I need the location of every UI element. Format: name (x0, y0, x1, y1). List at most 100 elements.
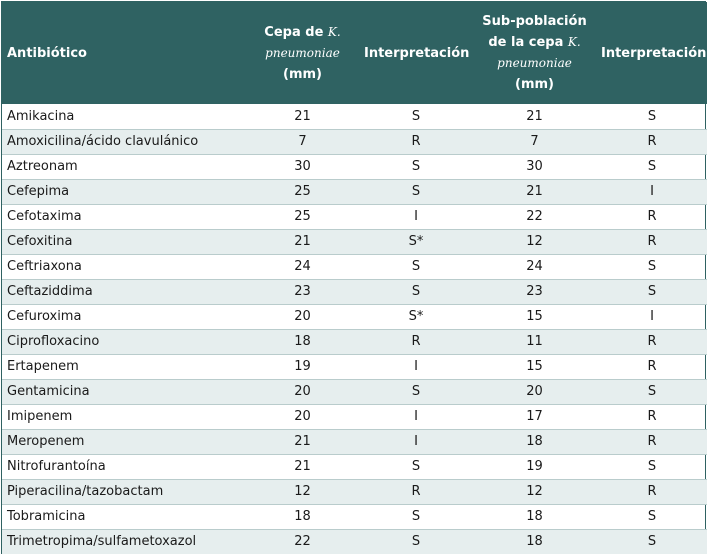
header-strain-unit: (mm) (283, 66, 322, 82)
cell-subpopulation-interpretation: S (597, 279, 707, 305)
cell-subpopulation-mm: 18 (472, 529, 597, 554)
cell-subpopulation-interpretation: S (597, 254, 707, 280)
table-row: Amoxicilina/ácido clavulánico 7 R 7 R (2, 129, 707, 155)
cell-strain-interpretation: S (360, 529, 472, 554)
cell-antibiotic: Cefepima (2, 179, 245, 205)
cell-subpopulation-interpretation: R (597, 404, 707, 430)
header-sub-line2: de la cepa K. (476, 32, 593, 53)
table-header: Antibiótico Cepa de K. pneumoniae (mm) I… (2, 2, 707, 104)
cell-strain-interpretation: S (360, 104, 472, 130)
table-row: Piperacilina/tazobactam 12 R 12 R (2, 479, 707, 505)
cell-antibiotic: Imipenem (2, 404, 245, 430)
cell-antibiotic: Amoxicilina/ácido clavulánico (2, 129, 245, 155)
cell-subpopulation-mm: 21 (472, 179, 597, 205)
cell-antibiotic: Nitrofurantoína (2, 454, 245, 480)
cell-strain-interpretation: S (360, 154, 472, 180)
cell-subpopulation-mm: 30 (472, 154, 597, 180)
header-row: Antibiótico Cepa de K. pneumoniae (mm) I… (2, 2, 707, 104)
cell-strain-mm: 21 (245, 104, 360, 130)
cell-subpopulation-interpretation: R (597, 229, 707, 255)
cell-strain-mm: 7 (245, 129, 360, 155)
cell-strain-interpretation: R (360, 329, 472, 355)
cell-antibiotic: Ceftriaxona (2, 254, 245, 280)
header-strain-species: pneumoniae (265, 45, 340, 60)
cell-strain-mm: 20 (245, 404, 360, 430)
table-row: Tobramicina 18 S 18 S (2, 504, 707, 530)
cell-subpopulation-interpretation: R (597, 329, 707, 355)
cell-strain-interpretation: S (360, 379, 472, 405)
cell-subpopulation-interpretation: R (597, 429, 707, 455)
cell-strain-mm: 22 (245, 529, 360, 554)
cell-subpopulation-mm: 15 (472, 304, 597, 330)
cell-strain-mm: 18 (245, 329, 360, 355)
cell-strain-mm: 25 (245, 179, 360, 205)
header-strain-genus: K. (327, 24, 341, 39)
cell-subpopulation-mm: 20 (472, 379, 597, 405)
cell-subpopulation-interpretation: I (597, 179, 707, 205)
cell-subpopulation-interpretation: I (597, 304, 707, 330)
cell-antibiotic: Tobramicina (2, 504, 245, 530)
cell-strain-interpretation: S (360, 454, 472, 480)
cell-strain-interpretation: S* (360, 304, 472, 330)
cell-antibiotic: Ciprofloxacino (2, 329, 245, 355)
cell-subpopulation-mm: 23 (472, 279, 597, 305)
header-subpopulation-mm: Sub-población de la cepa K. pneumoniae (… (472, 2, 597, 104)
cell-subpopulation-mm: 22 (472, 204, 597, 230)
cell-subpopulation-interpretation: S (597, 154, 707, 180)
cell-strain-mm: 20 (245, 304, 360, 330)
cell-antibiotic: Gentamicina (2, 379, 245, 405)
cell-strain-interpretation: S (360, 179, 472, 205)
cell-subpopulation-interpretation: S (597, 379, 707, 405)
cell-strain-interpretation: I (360, 204, 472, 230)
cell-strain-mm: 30 (245, 154, 360, 180)
cell-strain-mm: 21 (245, 229, 360, 255)
cell-subpopulation-mm: 18 (472, 429, 597, 455)
table-row: Trimetropima/sulfametoxazol 22 S 18 S (2, 529, 707, 554)
cell-subpopulation-interpretation: R (597, 479, 707, 505)
table-row: Ertapenem 19 I 15 R (2, 354, 707, 380)
cell-strain-interpretation: S (360, 254, 472, 280)
table-row: Cefoxitina 21 S* 12 R (2, 229, 707, 255)
cell-antibiotic: Piperacilina/tazobactam (2, 479, 245, 505)
cell-subpopulation-mm: 12 (472, 229, 597, 255)
cell-antibiotic: Ceftaziddima (2, 279, 245, 305)
header-sub-pre: de la cepa (488, 35, 568, 50)
cell-strain-interpretation: S (360, 279, 472, 305)
header-strain-mm: Cepa de K. pneumoniae (mm) (245, 2, 360, 104)
cell-subpopulation-interpretation: S (597, 529, 707, 554)
cell-subpopulation-mm: 21 (472, 104, 597, 130)
cell-subpopulation-mm: 11 (472, 329, 597, 355)
table-row: Ciprofloxacino 18 R 11 R (2, 329, 707, 355)
cell-strain-mm: 25 (245, 204, 360, 230)
cell-strain-interpretation: R (360, 479, 472, 505)
cell-subpopulation-mm: 15 (472, 354, 597, 380)
header-interpretation-1: Interpretación (360, 2, 472, 104)
header-sub-unit: (mm) (515, 77, 554, 92)
table-row: Gentamicina 20 S 20 S (2, 379, 707, 405)
header-antibiotic: Antibiótico (2, 2, 245, 104)
cell-strain-interpretation: I (360, 354, 472, 380)
table-row: Imipenem 20 I 17 R (2, 404, 707, 430)
cell-subpopulation-mm: 19 (472, 454, 597, 480)
table-row: Cefepima 25 S 21 I (2, 179, 707, 205)
table-row: Nitrofurantoína 21 S 19 S (2, 454, 707, 480)
cell-antibiotic: Ertapenem (2, 354, 245, 380)
table-row: Aztreonam 30 S 30 S (2, 154, 707, 180)
header-strain-pre: Cepa de (264, 24, 328, 40)
cell-antibiotic: Amikacina (2, 104, 245, 130)
cell-antibiotic: Trimetropima/sulfametoxazol (2, 529, 245, 554)
cell-subpopulation-interpretation: S (597, 504, 707, 530)
table-row: Cefotaxima 25 I 22 R (2, 204, 707, 230)
cell-subpopulation-interpretation: R (597, 354, 707, 380)
header-sub-species: pneumoniae (497, 56, 572, 70)
cell-antibiotic: Meropenem (2, 429, 245, 455)
cell-strain-mm: 20 (245, 379, 360, 405)
cell-subpopulation-mm: 18 (472, 504, 597, 530)
cell-subpopulation-mm: 24 (472, 254, 597, 280)
cell-antibiotic: Aztreonam (2, 154, 245, 180)
cell-strain-interpretation: I (360, 429, 472, 455)
cell-strain-mm: 19 (245, 354, 360, 380)
table-row: Meropenem 21 I 18 R (2, 429, 707, 455)
